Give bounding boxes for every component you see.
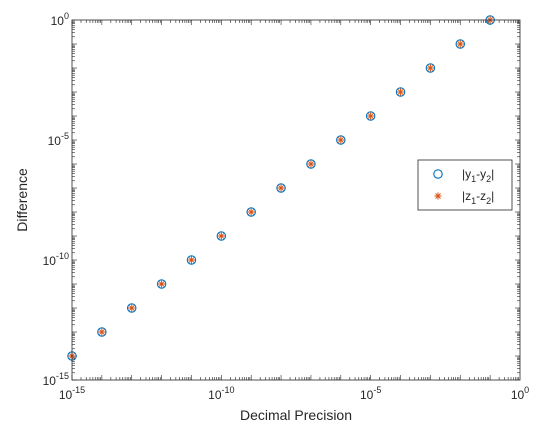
data-points — [67, 15, 495, 361]
asterisk-marker — [307, 160, 315, 168]
legend-entry-label: |y1-y2| — [462, 167, 494, 184]
legend-circle-marker — [433, 169, 443, 179]
circle-marker — [395, 87, 406, 97]
legend-asterisk-marker — [434, 192, 442, 200]
y-tick-label: 100 — [51, 11, 69, 28]
asterisk-marker — [128, 304, 136, 312]
circle-marker — [306, 159, 316, 169]
circle-marker — [126, 303, 137, 313]
x-tick-label: 10-10 — [208, 385, 234, 402]
circle-marker — [186, 255, 197, 265]
asterisk-marker — [187, 256, 196, 264]
circle-marker — [246, 207, 256, 217]
asterisk-marker — [426, 64, 434, 72]
asterisk-marker — [277, 184, 285, 192]
legend: |y1-y2| |z1-z2| — [417, 159, 513, 211]
circle-marker — [276, 183, 286, 193]
asterisk-marker — [337, 136, 345, 144]
asterisk-marker — [98, 328, 106, 336]
circle-marker — [216, 231, 227, 241]
circle-marker — [455, 39, 466, 49]
legend-box — [417, 159, 513, 211]
asterisk-marker — [158, 280, 166, 288]
axis-ticks: 10-15 10-10 10-5 100 10-15 10-10 10-5 100 — [43, 11, 530, 402]
asterisk-marker — [396, 88, 405, 96]
y-tick-label: 10-15 — [43, 371, 69, 388]
circle-marker — [97, 327, 107, 337]
circle-marker — [365, 111, 376, 121]
circle-marker — [156, 279, 167, 289]
x-tick-label: 100 — [511, 385, 529, 402]
circle-marker — [336, 135, 346, 145]
asterisk-marker — [367, 112, 375, 120]
legend-entry-label: |z1-z2| — [462, 189, 494, 206]
asterisk-marker — [456, 40, 464, 48]
asterisk-marker — [247, 208, 255, 216]
x-tick-label: 10-5 — [360, 385, 381, 402]
y-tick-label: 10-5 — [48, 131, 69, 148]
circle-marker — [425, 63, 436, 73]
y-axis-label: Difference — [14, 168, 30, 232]
y-tick-label: 10-10 — [43, 251, 69, 268]
asterisk-marker — [217, 232, 225, 240]
x-axis-label: Decimal Precision — [240, 407, 352, 423]
plot-frame — [71, 19, 521, 381]
x-tick-label: 10-15 — [59, 385, 85, 402]
